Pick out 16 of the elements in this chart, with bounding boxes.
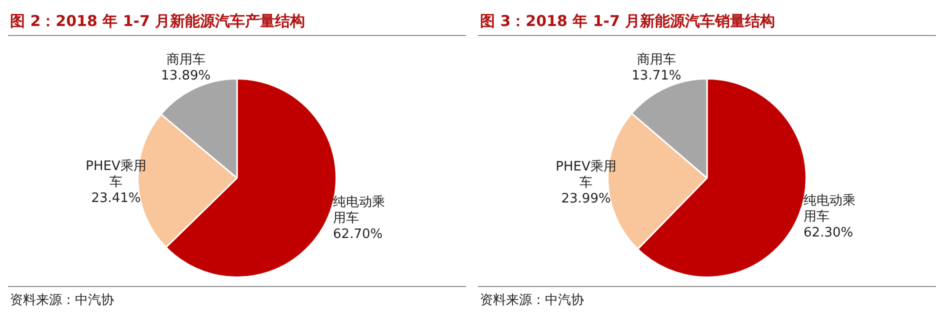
data-label: 23.41%	[91, 190, 141, 206]
data-label: 23.99%	[561, 192, 611, 207]
chart-title: 图 3：2018 年 1-7 月新能源汽车销量结构	[478, 8, 936, 36]
slice-label: 纯电动乘用车	[333, 194, 386, 226]
text: 资料来源：中汽协	[8, 286, 466, 313]
chart-title: 图 2：2018 年 1-7 月新能源汽车产量结构	[8, 8, 466, 36]
slice-label: 商用车	[166, 52, 206, 68]
slice-label: 纯电动乘用车	[804, 194, 856, 225]
slice-label: PHEV乘用车	[86, 158, 146, 190]
data-label: 62.70%	[333, 226, 383, 242]
data-label: 13.71%	[632, 68, 682, 84]
data-label: 62.30%	[804, 226, 854, 241]
text: 资料来源：中汽协	[478, 286, 936, 313]
slice-label: 商用车	[636, 52, 676, 68]
data-label: 13.89%	[161, 68, 211, 84]
slice-label: PHEV乘用车	[556, 160, 616, 191]
